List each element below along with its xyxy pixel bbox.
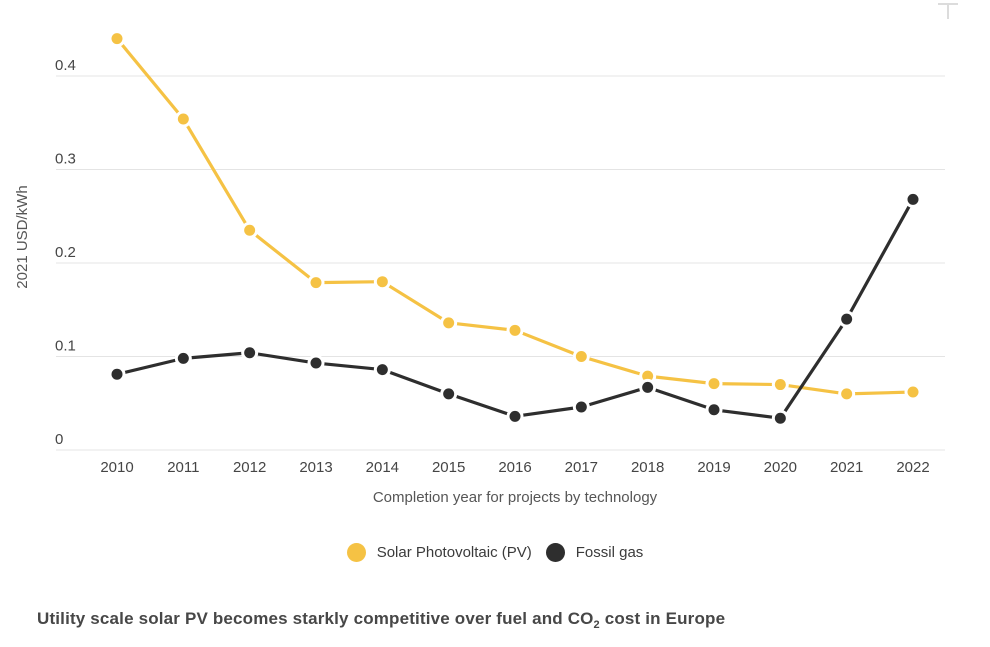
- chart-title-subscript: 2: [593, 619, 600, 631]
- x-tick-label: 2019: [697, 459, 730, 476]
- data-point-series-1: [841, 313, 853, 325]
- data-point-series-1: [310, 357, 322, 369]
- chart-title-suffix: cost in Europe: [599, 609, 726, 628]
- x-tick-label: 2022: [896, 459, 929, 476]
- data-point-series-0: [841, 388, 853, 400]
- y-tick-label: 0.1: [55, 338, 76, 355]
- data-point-series-0: [509, 324, 521, 336]
- data-point-series-1: [244, 347, 256, 359]
- x-tick-label: 2013: [299, 459, 332, 476]
- legend-label-fossil-gas: Fossil gas: [575, 543, 644, 561]
- chart-title-prefix: Utility scale solar PV becomes starkly c…: [37, 609, 594, 628]
- data-point-series-0: [111, 33, 123, 45]
- line-chart-canvas: 0 0.1 0.2 0.3 0.4 2010 2011 2012 2013 2014 2015 201…: [14, 33, 945, 506]
- data-point-series-0: [642, 370, 654, 382]
- data-point-series-0: [177, 113, 189, 125]
- x-tick-label: 2012: [233, 459, 266, 476]
- data-point-series-1: [708, 404, 720, 416]
- data-point-series-1: [376, 364, 388, 376]
- fossil-gas-legend-dot-icon: [545, 542, 565, 562]
- x-tick-label: 2018: [631, 459, 664, 476]
- data-point-series-0: [774, 379, 786, 391]
- data-point-series-1: [774, 412, 786, 424]
- y-tick-label: 0.2: [55, 244, 76, 261]
- data-point-series-1: [575, 401, 587, 413]
- data-point-series-1: [642, 381, 654, 393]
- legend-label-solar: Solar Photovoltaic (PV): [376, 543, 532, 561]
- data-point-series-0: [310, 277, 322, 289]
- data-point-series-1: [509, 410, 521, 422]
- chart-title: Utility scale solar PV becomes starkly c…: [37, 609, 990, 631]
- data-point-series-0: [907, 386, 919, 398]
- x-tick-label: 2011: [167, 459, 199, 476]
- y-axis-title: 2021 USD/kWh: [14, 185, 31, 288]
- legend-item-solar: Solar Photovoltaic (PV): [346, 542, 532, 562]
- x-tick-label: 2020: [764, 459, 797, 476]
- data-point-series-1: [177, 352, 189, 364]
- data-point-series-1: [907, 193, 919, 205]
- x-tick-label: 2021: [830, 459, 863, 476]
- legend-item-fossil-gas: Fossil gas: [545, 542, 644, 562]
- y-tick-label: 0.3: [55, 151, 76, 168]
- x-tick-label: 2014: [366, 459, 399, 476]
- corner-artifact: [947, 3, 949, 19]
- x-tick-label: 2015: [432, 459, 465, 476]
- solar-legend-dot-icon: [346, 542, 366, 562]
- data-point-series-0: [708, 378, 720, 390]
- series-line-0: [115, 36, 915, 396]
- data-point-series-1: [443, 388, 455, 400]
- data-point-series-0: [376, 276, 388, 288]
- x-axis-title: Completion year for projects by technolo…: [373, 489, 658, 506]
- y-tick-label: 0.4: [55, 57, 76, 74]
- data-point-series-0: [575, 351, 587, 362]
- data-point-series-0: [443, 317, 455, 329]
- data-point-series-1: [111, 368, 123, 380]
- x-tick-label: 2010: [100, 459, 133, 476]
- chart-legend: Solar Photovoltaic (PV) Fossil gas: [0, 541, 990, 563]
- y-tick-label: 0: [55, 431, 63, 448]
- data-point-series-0: [244, 224, 256, 236]
- x-tick-label: 2017: [565, 459, 598, 476]
- x-tick-label: 2016: [498, 459, 531, 476]
